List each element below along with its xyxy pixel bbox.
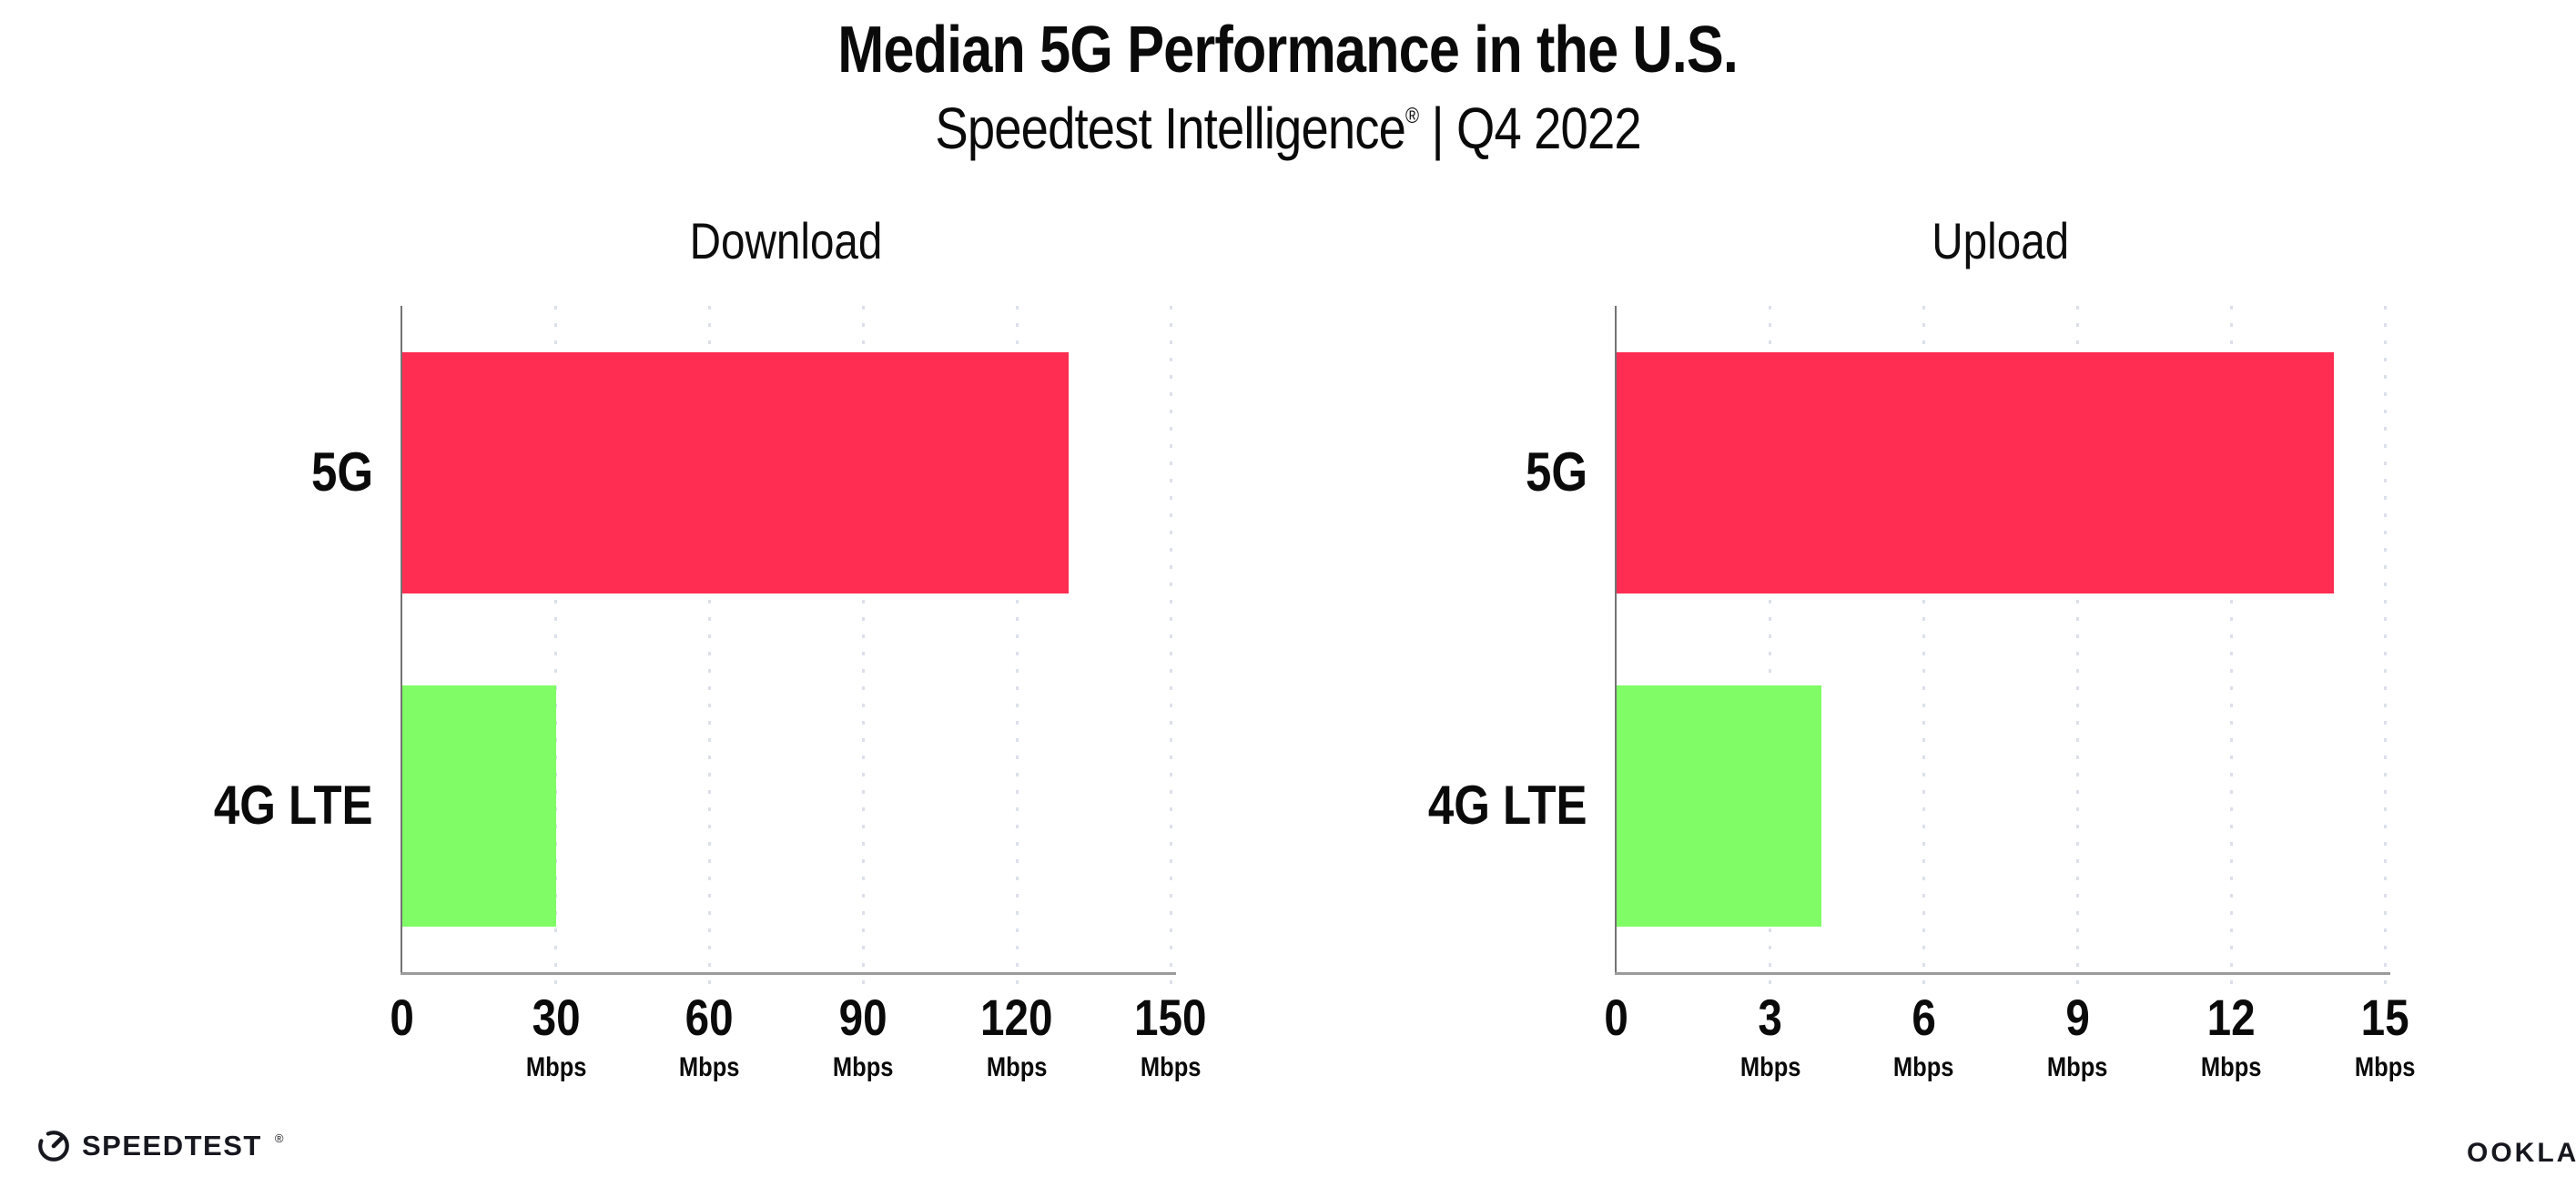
x-tick-label: 30 Mbps bbox=[474, 992, 638, 1081]
x-axis-line bbox=[401, 972, 1176, 975]
bar-4g-lte bbox=[1617, 685, 1822, 927]
x-tick-label: 120 Mbps bbox=[935, 992, 1099, 1081]
category-label: 4G LTE bbox=[214, 775, 373, 836]
gridline bbox=[1015, 306, 1019, 987]
bar-5g bbox=[1617, 351, 2334, 593]
speedtest-wordmark: SPEEDTEST bbox=[82, 1130, 262, 1161]
plot-area bbox=[402, 306, 1172, 987]
x-tick-label: 60 Mbps bbox=[628, 992, 792, 1081]
x-tick-label: 9 Mbps bbox=[1995, 992, 2159, 1081]
chart-subplot-title: Download bbox=[690, 212, 883, 269]
x-tick-unit: Mbps bbox=[2200, 1052, 2262, 1082]
x-tick-unit: Mbps bbox=[1893, 1052, 1954, 1082]
gridline bbox=[1922, 306, 1926, 987]
x-tick-label: 150 Mbps bbox=[1089, 992, 1253, 1081]
subtitle-period: | Q4 2022 bbox=[1418, 96, 1641, 161]
category-label: 5G bbox=[1525, 441, 1587, 502]
gridline bbox=[708, 306, 712, 987]
gridline bbox=[1169, 306, 1172, 987]
x-tick-label: 6 Mbps bbox=[1842, 992, 2006, 1081]
x-tick-label: 90 Mbps bbox=[781, 992, 945, 1081]
gridline bbox=[1769, 306, 1772, 987]
subtitle-brand: Speedtest Intelligence bbox=[935, 96, 1405, 161]
x-tick-label: 3 Mbps bbox=[1689, 992, 1852, 1081]
x-tick-unit: Mbps bbox=[679, 1052, 740, 1082]
x-tick-unit: Mbps bbox=[2047, 1052, 2108, 1082]
speedtest-gauge-icon bbox=[38, 1131, 69, 1161]
bar-5g bbox=[402, 351, 1069, 593]
plot-area bbox=[1617, 306, 2387, 987]
speedtest-logo: SPEEDTEST ® bbox=[36, 1129, 283, 1163]
x-tick-label: 0 bbox=[1604, 989, 1629, 1046]
page-title: Median 5G Performance in the U.S. bbox=[837, 14, 1739, 86]
x-tick-unit: Mbps bbox=[2354, 1052, 2416, 1082]
gridline bbox=[2229, 306, 2233, 987]
x-tick-unit: Mbps bbox=[986, 1052, 1048, 1082]
x-tick-unit: Mbps bbox=[525, 1052, 587, 1082]
x-tick-unit: Mbps bbox=[833, 1052, 894, 1082]
registered-mark: ® bbox=[1405, 103, 1419, 128]
gridline bbox=[861, 306, 865, 987]
chart-subplot-title: Upload bbox=[1932, 212, 2070, 269]
x-tick-unit: Mbps bbox=[1140, 1052, 1202, 1082]
x-tick-label: 15 Mbps bbox=[2303, 992, 2467, 1081]
category-label: 5G bbox=[310, 441, 373, 502]
speedtest-registered-mark: ® bbox=[274, 1131, 284, 1145]
ookla-logo: OOKLA® bbox=[2467, 1138, 2576, 1169]
bar-4g-lte bbox=[402, 685, 556, 927]
category-label: 4G LTE bbox=[1428, 775, 1587, 836]
ookla-wordmark: OOKLA bbox=[2467, 1138, 2576, 1168]
x-axis-line bbox=[1615, 972, 2390, 975]
gridline bbox=[2383, 306, 2387, 987]
x-tick-label: 12 Mbps bbox=[2149, 992, 2313, 1081]
y-axis-line bbox=[1615, 306, 1617, 972]
page-subtitle: Speedtest Intelligence® | Q4 2022 bbox=[0, 95, 2576, 162]
x-tick-unit: Mbps bbox=[1739, 1052, 1801, 1082]
gridline bbox=[554, 306, 558, 987]
y-axis-line bbox=[401, 306, 402, 972]
gridline bbox=[2075, 306, 2079, 987]
x-tick-label: 0 bbox=[390, 989, 415, 1046]
